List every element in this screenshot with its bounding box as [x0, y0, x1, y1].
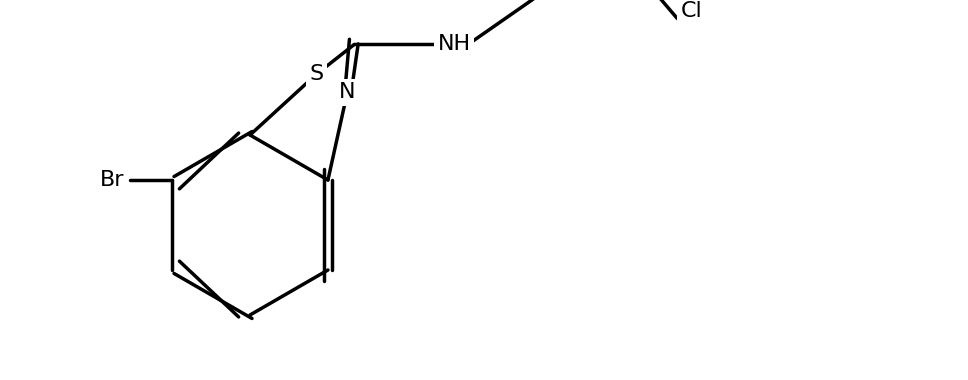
- Text: NH: NH: [438, 35, 470, 54]
- Text: Br: Br: [100, 170, 124, 190]
- Text: Cl: Cl: [681, 0, 702, 21]
- Text: N: N: [339, 82, 355, 103]
- Text: S: S: [309, 65, 323, 84]
